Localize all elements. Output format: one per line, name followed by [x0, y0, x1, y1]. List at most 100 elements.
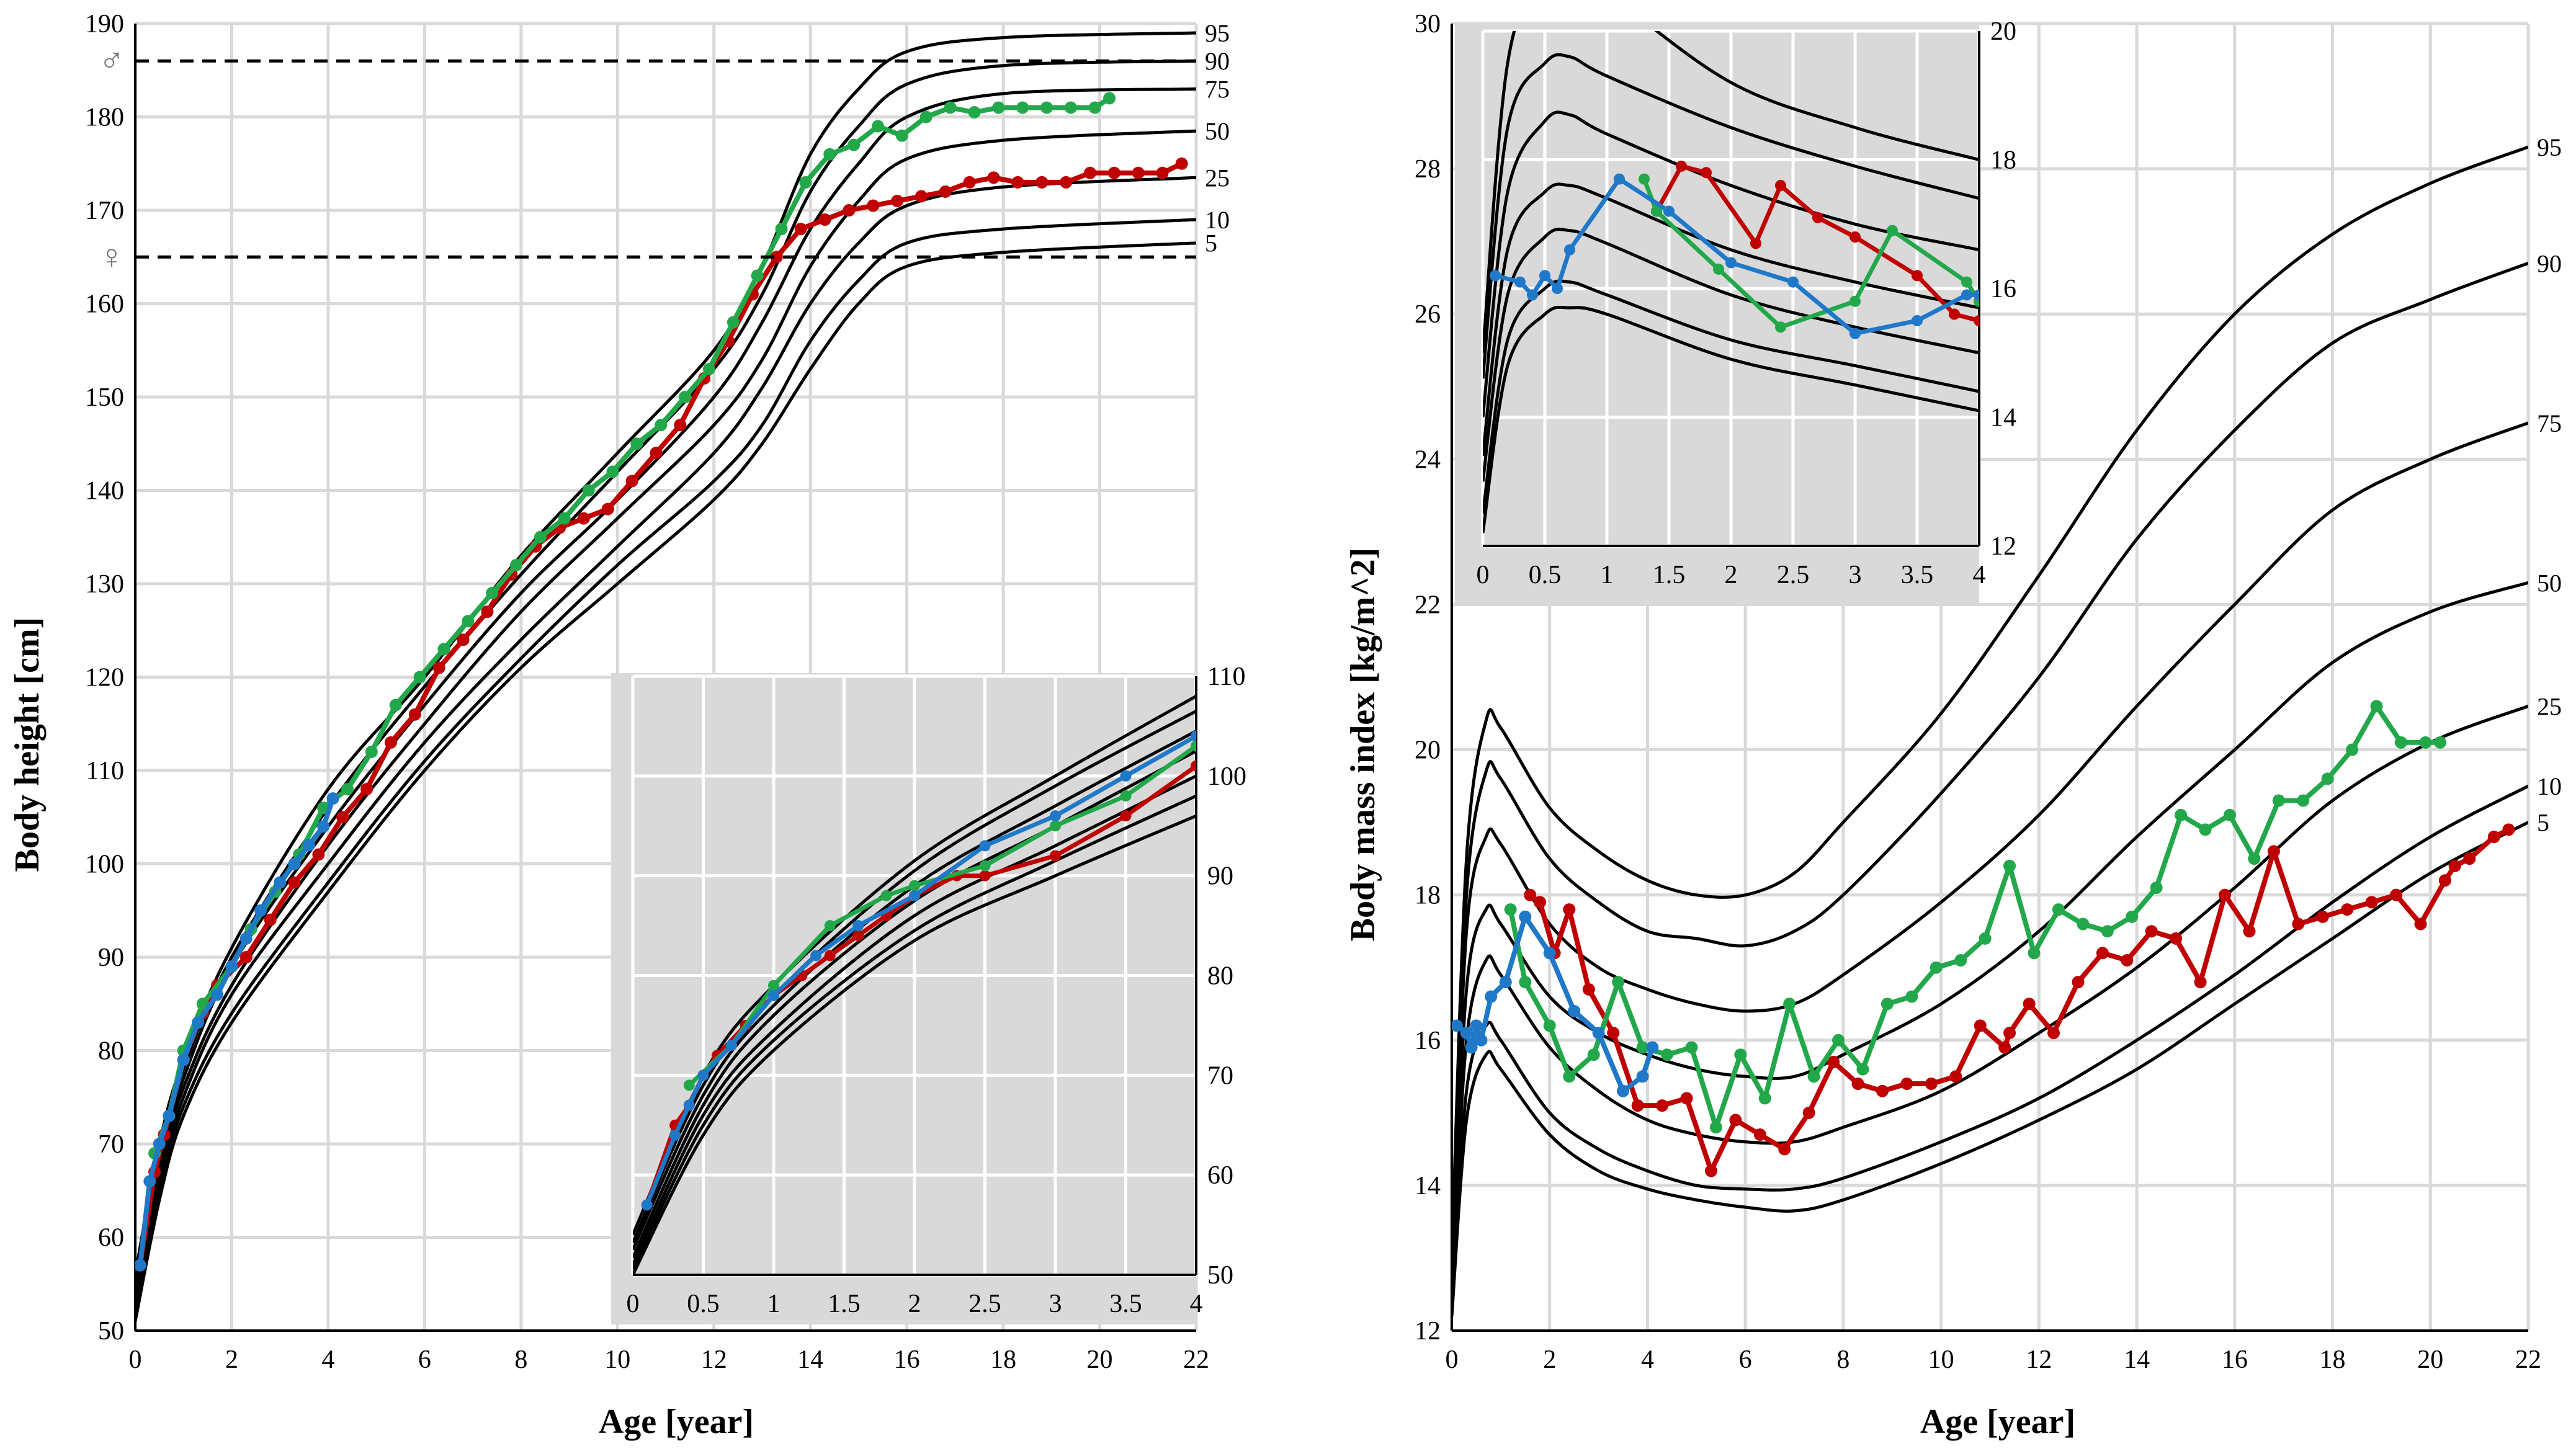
- height-inset-chart: 0 0.5 1 1.5 2 2.5 3 3.5 450 60 70 80 90 100 110: [611, 663, 1246, 1324]
- bmi-inset-inset-background: [1455, 25, 1979, 605]
- height-series-red-point: [1132, 166, 1145, 179]
- bmi-series-red-point: [2145, 925, 2158, 938]
- height-inset-x-tick-label: 2.5: [968, 1290, 1001, 1318]
- height-inset-y-tick-label: 70: [1207, 1061, 1233, 1090]
- height-inset-series-green-point: [824, 920, 836, 932]
- height-y-tick-label: 100: [85, 851, 124, 879]
- bmi-x-tick-label: 10: [1928, 1346, 1954, 1374]
- bmi-x-tick-label: 22: [2515, 1346, 2541, 1374]
- height-series-green-point: [992, 101, 1005, 114]
- bmi-series-red-point: [1680, 1092, 1693, 1105]
- height-inset-x-tick-label: 2: [908, 1290, 921, 1318]
- bmi-series-green-point: [1519, 976, 1532, 989]
- height-series-red-point: [312, 848, 325, 861]
- height-inset-series-green-point: [1120, 790, 1132, 801]
- bmi-series-red-point: [2316, 910, 2329, 923]
- height-series-green-point: [751, 269, 764, 282]
- height-series-red-point: [432, 661, 445, 674]
- height-percentile-label: 25: [1205, 164, 1230, 192]
- height-series-red-point: [1175, 157, 1188, 170]
- height-percentile-label: 95: [1205, 19, 1230, 47]
- bmi-inset-x-tick-label: 4: [1973, 561, 1986, 589]
- bmi-inset-x-tick-label: 1.5: [1653, 561, 1686, 589]
- bmi-series-green-point: [1832, 1034, 1845, 1047]
- height-x-tick-label: 16: [894, 1346, 920, 1374]
- bmi-inset-x-tick-label: 1: [1601, 561, 1614, 589]
- height-series-green-point: [727, 316, 740, 329]
- bmi-series-red-point: [1827, 1055, 1840, 1068]
- bmi-percentile-label: 75: [2537, 409, 2562, 437]
- height-series-green-point: [872, 120, 884, 133]
- bmi-inset-y-tick-label: 16: [1990, 275, 2016, 303]
- height-series-blue-point: [254, 904, 267, 917]
- height-y-tick-label: 150: [85, 383, 124, 412]
- bmi-percentile-95-curve: [1452, 145, 2528, 1258]
- bmi-series-red-point: [2243, 925, 2256, 938]
- bmi-x-tick-label: 8: [1836, 1346, 1849, 1374]
- bmi-inset-series-green-point: [1849, 295, 1861, 307]
- height-inset-series-green-point: [1191, 740, 1196, 752]
- bmi-inset-series-green-point: [1713, 263, 1724, 275]
- bmi-series-green-point: [2370, 700, 2383, 713]
- bmi-inset-series-green-point: [1775, 321, 1786, 333]
- bmi-x-tick-label: 0: [1446, 1346, 1459, 1374]
- bmi-y-tick-label: 26: [1415, 300, 1441, 329]
- bmi-x-tick-label: 12: [2026, 1346, 2052, 1374]
- height-inset-series-blue-point: [697, 1069, 709, 1081]
- bmi-inset-percentile-95-curve: [1483, 31, 1979, 354]
- height-series-green-point: [462, 615, 475, 628]
- height-series-green-point: [919, 110, 932, 123]
- bmi-series-red-point: [1900, 1078, 1913, 1091]
- height-series-red-point: [794, 223, 807, 236]
- height-series-blue-point: [135, 1259, 146, 1272]
- bmi-series-blue-point: [1568, 1004, 1581, 1017]
- bmi-series-red-point: [1533, 896, 1546, 909]
- height-series-red-point: [963, 176, 976, 189]
- bmi-percentile-label: 90: [2537, 249, 2562, 277]
- bmi-inset-chart: 0 0.5 1 1.5 2 2.5 3 3.5 412 14 16 18 20: [1455, 17, 2016, 605]
- height-series-red-point: [915, 190, 928, 203]
- height-series-red-point: [1084, 166, 1096, 179]
- height-inset-x-tick-label: 0: [627, 1290, 640, 1318]
- height-y-tick-label: 160: [85, 290, 124, 319]
- bmi-series-red-point: [2414, 917, 2427, 931]
- height-series-red-point: [1011, 176, 1024, 189]
- bmi-series-green-point: [2272, 794, 2285, 807]
- bmi-series-red-point: [1656, 1099, 1669, 1112]
- bmi-series-red-point: [1998, 1041, 2011, 1054]
- height-series-green-point: [630, 437, 643, 450]
- reference-symbol: ♀: [99, 238, 125, 276]
- height-series-red-point: [1107, 166, 1120, 179]
- bmi-series-blue-point: [1485, 990, 1498, 1003]
- height-series-green-point: [510, 558, 523, 571]
- bmi-inset-y-tick-label: 18: [1990, 146, 2016, 175]
- bmi-series-green-point: [2434, 736, 2447, 749]
- bmi-series-blue-point: [1460, 1027, 1473, 1040]
- height-percentile-5-curve: [135, 241, 1196, 1322]
- reference-symbol: ♂: [99, 42, 125, 80]
- bmi-series-red-point: [2438, 874, 2451, 887]
- height-series-blue-point: [153, 1138, 166, 1150]
- height-inset-series-blue-point: [725, 1040, 737, 1051]
- height-series-red-point: [770, 251, 783, 264]
- bmi-y-tick-label: 14: [1415, 1172, 1441, 1200]
- bmi-inset-series-blue-point: [1564, 244, 1575, 256]
- bmi-series-blue-point: [1543, 947, 1556, 960]
- bmi-series-blue-point: [1646, 1041, 1659, 1054]
- height-series-red-point: [1156, 166, 1169, 179]
- bmi-series-red-point: [2448, 859, 2461, 872]
- height-percentile-label: 50: [1205, 117, 1230, 145]
- height-y-tick-label: 120: [85, 664, 124, 692]
- bmi-inset-series-blue-point: [1961, 289, 1972, 301]
- bmi-series-green-point: [1661, 1048, 1673, 1061]
- height-series-red-point: [601, 502, 614, 516]
- height-inset-series-red-point: [824, 950, 836, 962]
- height-series-green-point: [389, 699, 402, 712]
- height-series-red-point: [818, 213, 831, 226]
- height-percentile-10-curve: [135, 218, 1196, 1317]
- bmi-series-green-point: [2175, 808, 2188, 821]
- height-inset-x-tick-label: 3.5: [1109, 1290, 1142, 1318]
- bmi-x-tick-label: 6: [1739, 1346, 1752, 1374]
- height-inset-y-tick-label: 60: [1207, 1161, 1233, 1190]
- height-series-green-point: [847, 138, 861, 151]
